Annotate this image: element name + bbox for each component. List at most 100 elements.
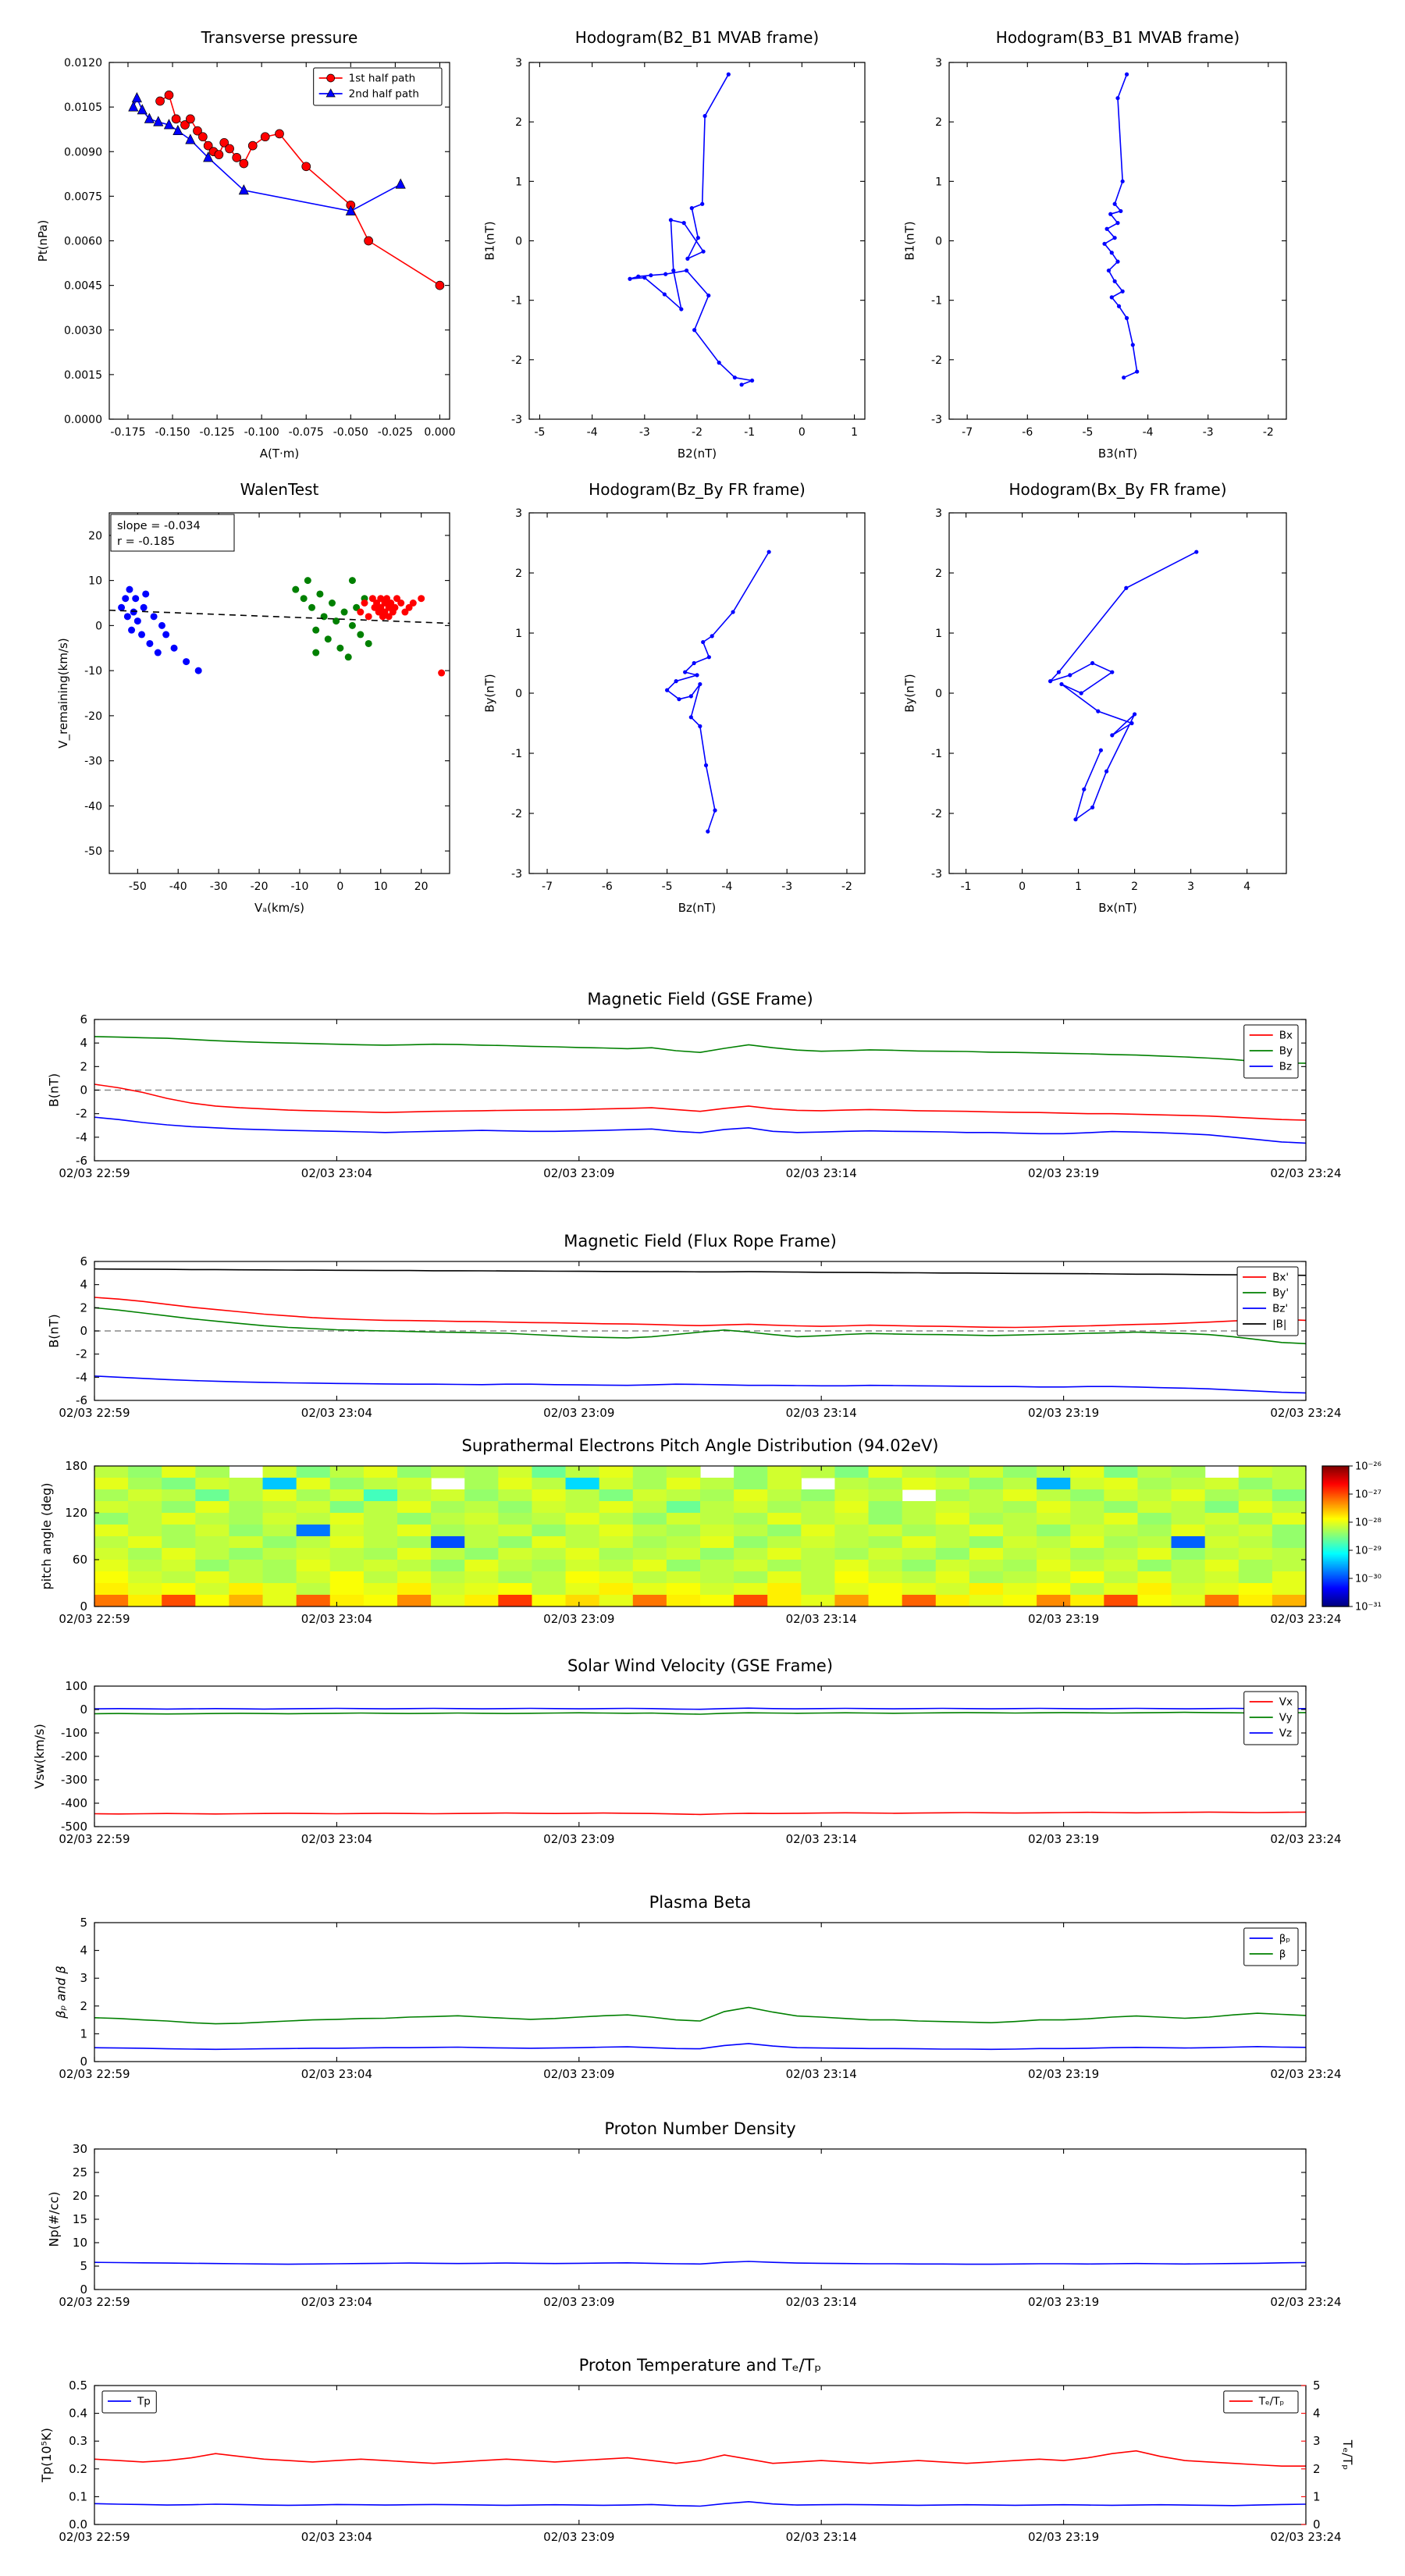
svg-text:02/03 23:09: 02/03 23:09	[543, 1832, 614, 1846]
svg-text:1: 1	[80, 2026, 87, 2041]
plot-area-bzby	[665, 550, 771, 834]
svg-text:-6: -6	[1022, 426, 1033, 439]
title-magnetic-field-gse: Magnetic Field (GSE Frame)	[587, 990, 813, 1009]
title-walen-test: WalenTest	[240, 480, 319, 499]
svg-text:02/03 23:19: 02/03 23:19	[1028, 2067, 1099, 2081]
svg-text:-4: -4	[76, 1370, 87, 1384]
svg-text:02/03 22:59: 02/03 22:59	[59, 1406, 130, 1420]
svg-text:02/03 23:04: 02/03 23:04	[301, 1832, 372, 1846]
svg-text:02/03 23:04: 02/03 23:04	[301, 2295, 372, 2309]
panel-walen: -50 -40 -30 -20 -10 0 10 20 -50 -40 -30 -20 -10 0 10 20…	[56, 512, 450, 915]
svg-text:02/03 23:14: 02/03 23:14	[786, 1612, 857, 1626]
svg-text:-40: -40	[84, 800, 102, 813]
svg-text:02/03 23:09: 02/03 23:09	[543, 1406, 614, 1420]
svg-text:2: 2	[1313, 2462, 1321, 2476]
svg-text:Vx: Vx	[1279, 1696, 1293, 1709]
svg-text:Bx: Bx	[1279, 1030, 1293, 1042]
svg-text:-4: -4	[721, 881, 732, 893]
svg-text:10⁻²⁸: 10⁻²⁸	[1355, 1517, 1382, 1529]
svg-text:02/03 23:19: 02/03 23:19	[1028, 1612, 1099, 1626]
svg-text:0.0030: 0.0030	[64, 325, 102, 337]
svg-text:0: 0	[935, 688, 942, 700]
svg-text:4: 4	[80, 1944, 87, 1958]
svg-text:2: 2	[935, 568, 942, 580]
svg-text:0.0075: 0.0075	[64, 190, 102, 203]
svg-text:02/03 23:14: 02/03 23:14	[786, 1406, 857, 1420]
svg-text:02/03 23:09: 02/03 23:09	[543, 1166, 614, 1180]
svg-text:Bx(nT): Bx(nT)	[1098, 901, 1137, 915]
svg-text:02/03 22:59: 02/03 22:59	[59, 2067, 130, 2081]
panel-b2b1: -5 -4 -3 -2 -1 0 1 -3 -2 -1 0 1 2 3 B1(nT) B2(nT)	[483, 57, 866, 461]
svg-text:B1(nT): B1(nT)	[903, 221, 917, 260]
svg-text:-2: -2	[511, 354, 522, 367]
svg-text:Tp(10⁵K): Tp(10⁵K)	[39, 2428, 54, 2483]
svg-text:20: 20	[73, 2189, 87, 2203]
panel-temp: 02/03 22:59 02/03 23:04 02/03 23:09 02/03 2…	[39, 2379, 1355, 2544]
svg-text:02/03 23:24: 02/03 23:24	[1270, 2067, 1341, 2081]
svg-text:0.0120: 0.0120	[64, 57, 102, 69]
svg-text:Bz(nT): Bz(nT)	[678, 901, 717, 915]
svg-text:0.0045: 0.0045	[64, 280, 102, 293]
svg-text:-4: -4	[1143, 426, 1154, 439]
plot-area-bxby	[1048, 550, 1199, 822]
plot-area-vel	[94, 1707, 1306, 1816]
svg-text:-3: -3	[781, 881, 792, 893]
svg-text:0: 0	[1019, 881, 1026, 893]
svg-text:02/03 23:04: 02/03 23:04	[301, 1166, 372, 1180]
svg-text:βₚ and β: βₚ and β	[54, 1966, 69, 2019]
svg-text:βₚ: βₚ	[1279, 1933, 1290, 1945]
svg-text:-0.025: -0.025	[378, 426, 413, 439]
svg-text:-0.125: -0.125	[200, 426, 235, 439]
svg-text:30: 30	[73, 2142, 87, 2156]
svg-text:-2: -2	[76, 1107, 87, 1121]
svg-text:02/03 23:14: 02/03 23:14	[786, 2530, 857, 2544]
svg-text:Vsw(km/s): Vsw(km/s)	[32, 1724, 47, 1788]
title-pitch-angle-distribution: Suprathermal Electrons Pitch Angle Distr…	[461, 1436, 939, 1455]
svg-text:B3(nT): B3(nT)	[1098, 447, 1137, 461]
svg-text:-1: -1	[744, 426, 755, 439]
title-hodogram-b2b1: Hodogram(B2_B1 MVAB frame)	[574, 28, 820, 47]
svg-text:-3: -3	[639, 426, 650, 439]
svg-text:1: 1	[515, 176, 522, 188]
svg-text:02/03 23:04: 02/03 23:04	[301, 2067, 372, 2081]
plot-area-mf_gse	[94, 1036, 1306, 1144]
svg-text:02/03 23:09: 02/03 23:09	[543, 1612, 614, 1626]
svg-text:3: 3	[935, 507, 942, 520]
svg-text:2: 2	[80, 1059, 87, 1073]
svg-text:02/03 23:24: 02/03 23:24	[1270, 1166, 1341, 1180]
panel-bxby: -1 0 1 2 3 4 -3 -2 -1 0 1 2 3 By(nT) Bx(nT)	[903, 507, 1287, 915]
svg-text:1: 1	[1075, 881, 1082, 893]
svg-text:-2: -2	[931, 354, 942, 367]
svg-text:6: 6	[80, 1012, 87, 1026]
svg-text:02/03 23:14: 02/03 23:14	[786, 2295, 857, 2309]
svg-text:-6: -6	[76, 1154, 87, 1168]
colorbar: 10⁻²⁶ 10⁻²⁷ 10⁻²⁸ 10⁻²⁹ 10⁻³⁰ 10⁻³¹	[1321, 1461, 1382, 1614]
svg-text:-6: -6	[602, 881, 613, 893]
svg-text:120: 120	[65, 1506, 87, 1520]
svg-text:-1: -1	[511, 295, 522, 308]
svg-text:-2: -2	[692, 426, 702, 439]
svg-text:0.4: 0.4	[69, 2407, 87, 2421]
svg-text:0: 0	[1313, 2517, 1321, 2532]
svg-text:0: 0	[515, 688, 522, 700]
svg-text:2: 2	[935, 116, 942, 129]
svg-text:-100: -100	[61, 1726, 87, 1740]
svg-text:-4: -4	[76, 1130, 87, 1144]
svg-text:5: 5	[80, 2259, 87, 2273]
svg-text:Tp: Tp	[137, 2396, 151, 2408]
svg-text:Tₑ/Tₚ: Tₑ/Tₚ	[1258, 2396, 1284, 2408]
svg-text:3: 3	[515, 57, 522, 69]
svg-text:By': By'	[1272, 1287, 1289, 1300]
svg-text:-2: -2	[931, 808, 942, 820]
svg-text:02/03 23:19: 02/03 23:19	[1028, 2530, 1099, 2544]
svg-text:-2: -2	[511, 808, 522, 820]
svg-text:2: 2	[1131, 881, 1138, 893]
svg-text:10: 10	[73, 2236, 87, 2250]
svg-text:B2(nT): B2(nT)	[678, 447, 717, 461]
title-proton-number-density: Proton Number Density	[604, 2119, 796, 2138]
svg-text:0: 0	[95, 620, 102, 632]
svg-text:25: 25	[73, 2165, 87, 2179]
svg-text:B(nT): B(nT)	[46, 1314, 61, 1347]
title-hodogram-b3b1: Hodogram(B3_B1 MVAB frame)	[995, 28, 1240, 47]
svg-text:100: 100	[65, 1679, 87, 1693]
